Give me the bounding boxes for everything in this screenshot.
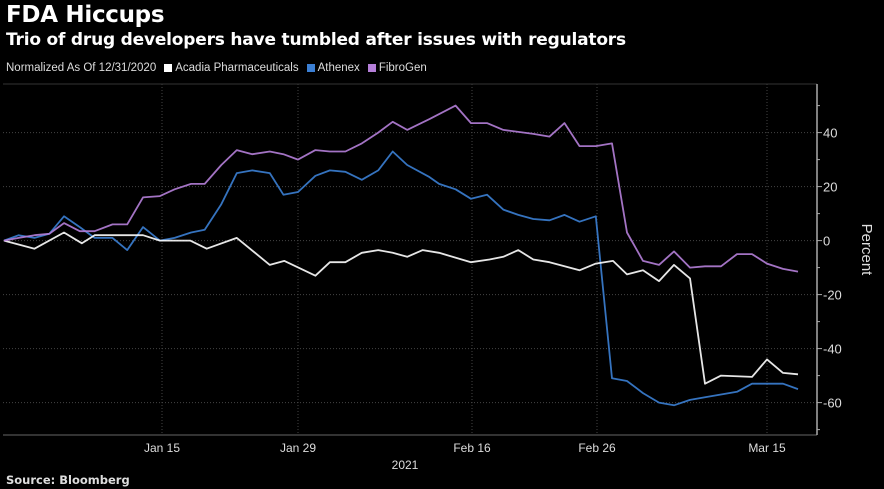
legend-swatch-athenex [306, 64, 315, 72]
legend-swatch-fibrogen [367, 64, 376, 72]
chart-subtitle: Trio of drug developers have tumbled aft… [6, 30, 626, 50]
x-tick-label: Mar 15 [748, 441, 786, 455]
x-tick-label: Feb 16 [453, 441, 491, 455]
x-tick-label: Jan 15 [144, 441, 180, 455]
y-tick-label: -60 [823, 396, 842, 411]
y-tick-label: 20 [823, 180, 837, 195]
legend-item-fibrogen: FibroGen [367, 62, 427, 74]
legend-swatch-acadia [164, 64, 173, 72]
legend-item-athenex: Athenex [306, 62, 360, 74]
y-tick-label: -20 [823, 288, 842, 303]
legend-label-fibrogen: FibroGen [378, 62, 427, 74]
chart-title: FDA Hiccups [6, 2, 165, 28]
y-axis-label: Percent [858, 224, 875, 277]
legend-item-acadia: Acadia Pharmaceuticals [164, 62, 299, 74]
legend-label-acadia: Acadia Pharmaceuticals [175, 62, 299, 74]
x-tick-label: Feb 26 [578, 441, 616, 455]
legend: Normalized As Of 12/31/2020 Acadia Pharm… [6, 62, 427, 74]
series-line-athenex [3, 150, 799, 407]
legend-label-athenex: Athenex [317, 62, 360, 74]
x-tick-label: Jan 29 [280, 441, 316, 455]
y-tick-label: 0 [823, 234, 830, 249]
y-tick-label: 40 [823, 126, 837, 141]
x-axis-label: 2021 [392, 458, 419, 472]
legend-note: Normalized As Of 12/31/2020 [6, 62, 157, 74]
series-line-acadia [3, 231, 799, 385]
source-note: Source: Bloomberg [6, 473, 130, 487]
series-line-fibrogen [3, 104, 799, 273]
y-tick-label: -40 [823, 342, 842, 357]
